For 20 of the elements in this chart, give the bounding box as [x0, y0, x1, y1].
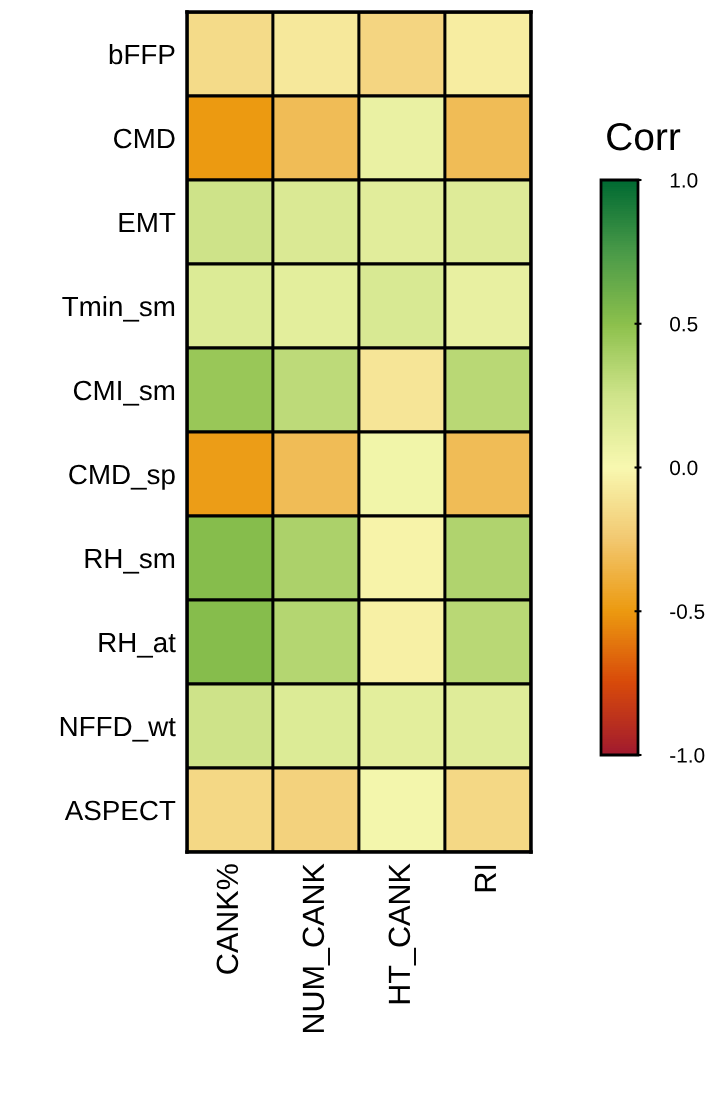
y-tick-label: NFFD_wt [60, 716, 176, 742]
color-bar-title: Corr [607, 122, 681, 151]
x-tick-label: RI [474, 865, 496, 892]
x-tick-label: HT_CANK [388, 863, 416, 1004]
y-tick-label: EMT [119, 212, 176, 233]
y-tick-label: CMI_sm [73, 380, 175, 406]
y-tick-label: bFFP [109, 43, 175, 65]
color-bar-label: 0.0 [670, 460, 698, 476]
color-bar-label: 0.5 [670, 316, 698, 332]
y-tick-label: Tmin_sm [62, 295, 175, 322]
color-bar-label: -1.0 [670, 748, 705, 763]
y-tick-label: CMD_sp [69, 464, 175, 490]
y-tick-label: RH_at [99, 632, 176, 658]
y-tick-label: ASPECT [64, 800, 176, 821]
color-bar-label: 1.0 [670, 173, 698, 188]
x-tick-label: NUM_CANK [302, 863, 330, 1033]
y-tick-label: CMD [114, 128, 175, 149]
y-tick-label: RH_sm [85, 548, 175, 574]
x-tick-label: CANK% [216, 864, 239, 974]
color-bar-label: -0.5 [670, 604, 705, 619]
